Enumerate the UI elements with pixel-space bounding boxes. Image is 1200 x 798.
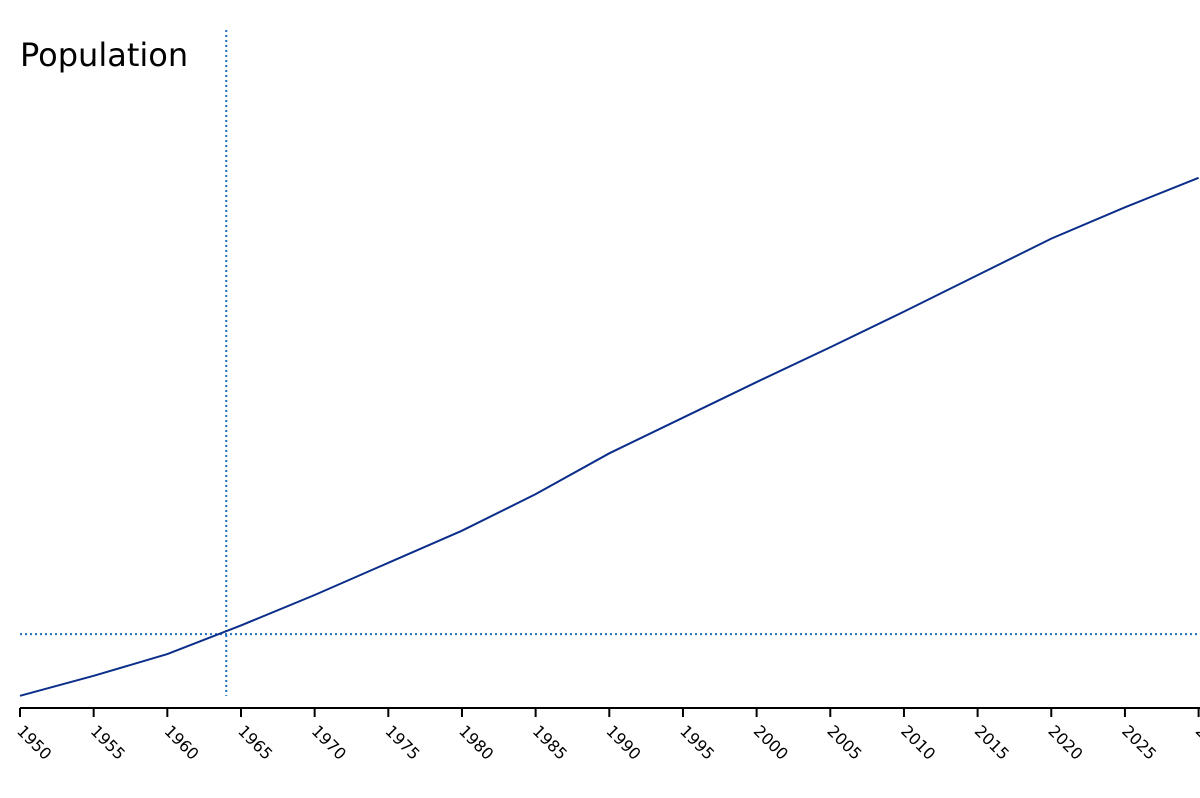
x-tick-label: 2005 (823, 721, 865, 763)
x-tick-label: 1975 (381, 721, 423, 763)
x-tick-label: 1955 (87, 721, 129, 763)
x-tick-label: 1995 (676, 721, 718, 763)
population-line (19, 176, 1199, 697)
x-tick-label: 1965 (234, 721, 276, 763)
chart-title: Population (20, 36, 188, 74)
x-tick-label: 1970 (308, 721, 350, 763)
x-tick-label: 1990 (602, 721, 644, 763)
x-tick-label: 1950 (13, 721, 55, 763)
x-tick-label: 1980 (455, 721, 497, 763)
x-tick-label: 2025 (1118, 721, 1160, 763)
x-tick-label: 1985 (529, 721, 571, 763)
x-tick-label: 2020 (1044, 721, 1086, 763)
x-tick-label: 2030 (1192, 721, 1200, 763)
x-tick-label: 2010 (897, 721, 939, 763)
x-tick-label: 2000 (750, 721, 792, 763)
x-tick-label: 1960 (160, 721, 202, 763)
x-tick-label: 2015 (971, 721, 1013, 763)
